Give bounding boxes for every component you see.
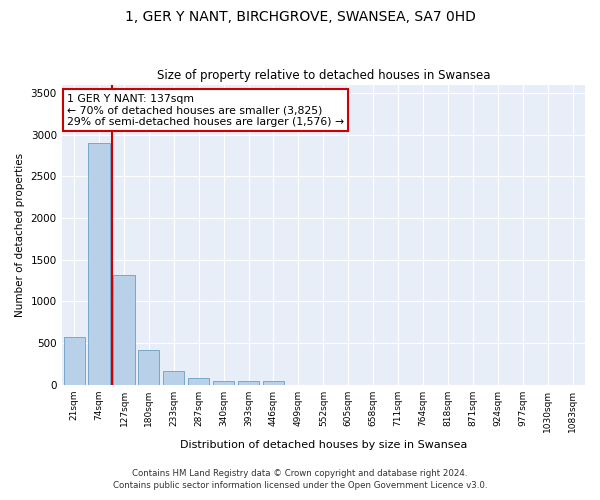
- Bar: [213, 380, 234, 384]
- Title: Size of property relative to detached houses in Swansea: Size of property relative to detached ho…: [157, 69, 490, 82]
- Bar: [64, 337, 85, 384]
- Text: Contains HM Land Registry data © Crown copyright and database right 2024.
Contai: Contains HM Land Registry data © Crown c…: [113, 469, 487, 490]
- Bar: [113, 274, 134, 384]
- Bar: [238, 381, 259, 384]
- Bar: [263, 382, 284, 384]
- Bar: [188, 378, 209, 384]
- X-axis label: Distribution of detached houses by size in Swansea: Distribution of detached houses by size …: [179, 440, 467, 450]
- Y-axis label: Number of detached properties: Number of detached properties: [15, 152, 25, 316]
- Bar: [138, 350, 160, 384]
- Bar: [88, 143, 110, 384]
- Bar: [163, 370, 184, 384]
- Text: 1 GER Y NANT: 137sqm
← 70% of detached houses are smaller (3,825)
29% of semi-de: 1 GER Y NANT: 137sqm ← 70% of detached h…: [67, 94, 344, 127]
- Text: 1, GER Y NANT, BIRCHGROVE, SWANSEA, SA7 0HD: 1, GER Y NANT, BIRCHGROVE, SWANSEA, SA7 …: [125, 10, 475, 24]
